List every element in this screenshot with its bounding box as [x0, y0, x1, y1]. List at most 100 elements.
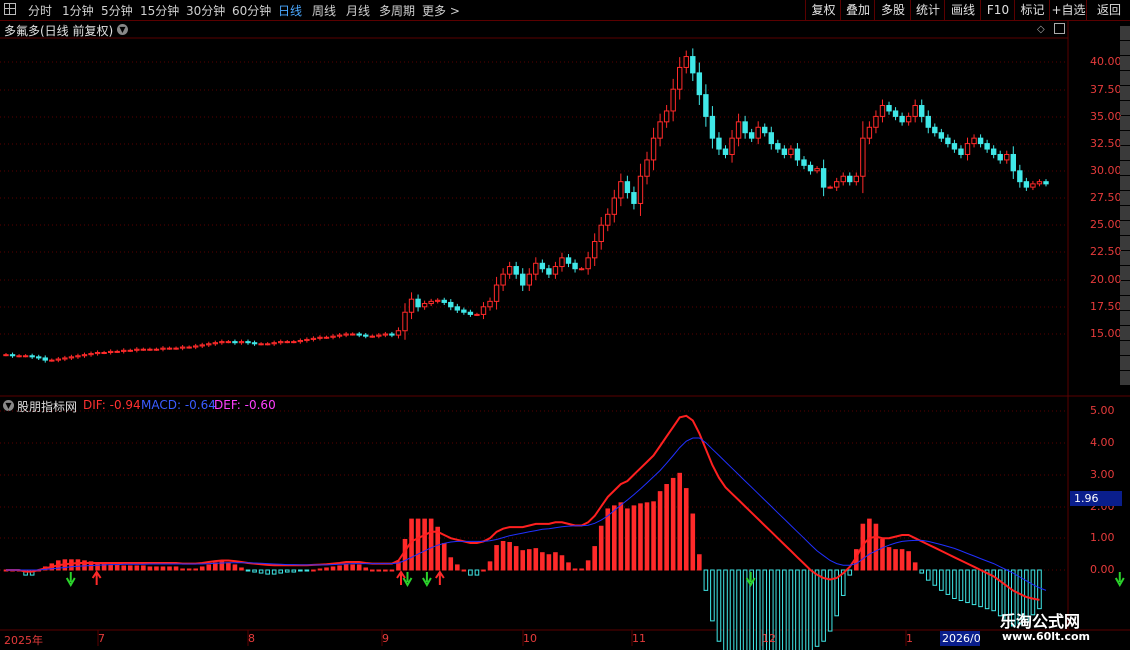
candle-body [1017, 170, 1023, 183]
buy-signal-arrow [402, 572, 413, 588]
period-tab-10[interactable]: 更多 > [422, 4, 460, 18]
candle-body [389, 333, 395, 336]
candle-body [1036, 181, 1043, 185]
candle-body [559, 257, 565, 268]
candle-body [258, 343, 264, 346]
candle-body [55, 358, 62, 361]
toolbar-button-3[interactable]: 统计 [910, 0, 945, 20]
period-tab-5[interactable]: 60分钟 [232, 4, 272, 18]
macd-bar [141, 565, 146, 571]
macd-bar [389, 569, 395, 572]
toolbar-button-4[interactable]: 画线 [944, 0, 981, 20]
candle-body [866, 126, 873, 139]
candle-body [434, 299, 441, 302]
candle-body [88, 353, 94, 356]
macd-bar [834, 569, 839, 617]
candle-body [533, 262, 539, 275]
chevron-down-icon[interactable]: ▼ [117, 24, 128, 35]
macd-bar [592, 546, 597, 571]
macd-bar [226, 562, 231, 571]
candle-body [722, 148, 729, 155]
candle-body [977, 137, 984, 145]
candle-body [94, 351, 101, 355]
macd-bar [605, 508, 611, 571]
strip-block [1120, 311, 1130, 325]
macd-bar [448, 557, 454, 571]
strip-block [1120, 221, 1130, 235]
toolbar-button-0[interactable]: 复权 [805, 0, 841, 20]
date-tick-label: 1 [906, 632, 913, 645]
toolbar-button-1[interactable]: 叠加 [840, 0, 875, 20]
toolbar-button-7[interactable]: +自选 [1049, 0, 1087, 20]
price-tick-label: 17.50 [1090, 300, 1122, 313]
window-restore-icon[interactable] [1054, 23, 1065, 34]
candle-body [356, 333, 362, 336]
diamond-icon[interactable]: ◇ [1037, 24, 1045, 35]
period-tab-4[interactable]: 30分钟 [186, 4, 226, 18]
date-tick-label: 7 [98, 632, 105, 645]
candle-body [121, 349, 127, 352]
candle-body [814, 168, 820, 172]
candle-body [179, 346, 186, 349]
candle-body [892, 110, 899, 117]
candle-body [415, 298, 421, 308]
candle-body [951, 143, 958, 150]
macd-bar [991, 569, 996, 612]
macd-bar [376, 569, 382, 572]
candle-body [186, 346, 192, 349]
toolbar-button-2[interactable]: 多股 [874, 0, 911, 20]
candle-body [840, 175, 846, 183]
macd-bar [147, 566, 153, 571]
candle-body [29, 355, 35, 358]
chevron-down-icon-indicator[interactable]: ▼ [3, 400, 14, 411]
strip-block [1120, 131, 1130, 145]
macd-bar [873, 523, 879, 571]
macd-bar [782, 569, 787, 650]
macd-bar [402, 538, 408, 571]
macd-bar [566, 562, 571, 571]
candle-body [775, 143, 781, 150]
candle-body [735, 121, 742, 139]
macd-bar [997, 569, 1003, 617]
toolbar-button-6[interactable]: 标记 [1014, 0, 1050, 20]
candle-body [343, 333, 349, 336]
period-tab-8[interactable]: 月线 [346, 4, 371, 18]
candle-body [363, 334, 369, 337]
candle-body [441, 299, 447, 303]
candle-body [264, 343, 271, 346]
candle-body [1043, 181, 1049, 185]
period-tab-3[interactable]: 15分钟 [140, 4, 180, 18]
macd-bar [899, 549, 905, 571]
period-tab-6[interactable]: 日线 [278, 4, 303, 18]
strip-block [1120, 191, 1130, 205]
strip-block [1120, 56, 1130, 70]
toolbar-button-8[interactable]: 返回 [1086, 0, 1130, 20]
period-toolbar: 分时 1分钟 5分钟 15分钟 30分钟 60分钟 日线 周线 月线 多周期 更多 > 复权 叠加 多股… [0, 0, 1130, 21]
candle-body [919, 105, 925, 117]
period-tab-7[interactable]: 周线 [312, 4, 337, 18]
strip-block [1120, 326, 1130, 340]
strip-block [1120, 206, 1130, 220]
period-tab-2[interactable]: 5分钟 [101, 4, 133, 18]
macd-bar [127, 565, 133, 571]
candle-body [807, 164, 814, 172]
candle-body [454, 306, 461, 311]
period-tab-1[interactable]: 1分钟 [62, 4, 94, 18]
macd-bar [736, 569, 741, 650]
period-tab-9[interactable]: 多周期 [379, 4, 416, 18]
macd-bar [958, 569, 964, 602]
macd-bar [886, 547, 892, 571]
macd-bar [317, 568, 323, 571]
period-tab-0[interactable]: 分时 [28, 4, 53, 18]
macd-bar [1010, 569, 1016, 627]
toolbar-button-5[interactable]: F10 [980, 0, 1015, 20]
macd-bar [415, 518, 421, 571]
candle-body [101, 351, 107, 354]
candle-body [474, 313, 480, 316]
candle-body [330, 335, 336, 338]
price-tick-label: 20.00 [1090, 273, 1122, 286]
layout-grid-icon[interactable] [4, 3, 16, 15]
macd-bar [199, 566, 205, 571]
macd-bar [697, 554, 702, 571]
